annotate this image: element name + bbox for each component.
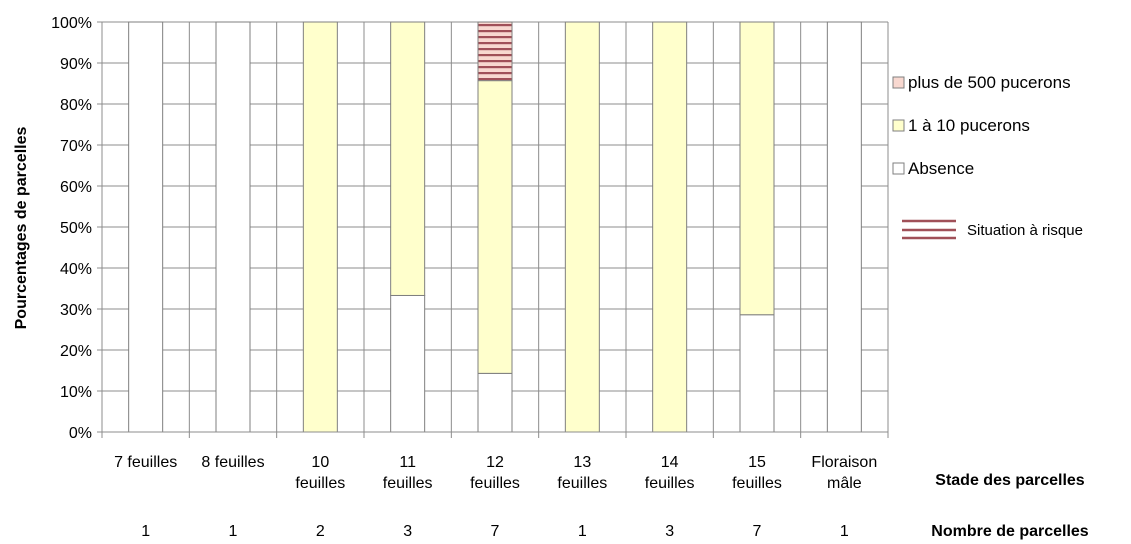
bar-segment (739, 21, 775, 316)
x-tick-label: feuilles (732, 475, 782, 492)
parcel-count-label: 3 (665, 523, 674, 540)
x-tick-label: feuilles (383, 475, 433, 492)
legend-swatch (892, 119, 905, 132)
x-tick-label: feuilles (557, 475, 607, 492)
legend-item-label: 1 à 10 pucerons (908, 116, 1030, 135)
y-tick-label: 90% (60, 56, 92, 73)
y-tick-label: 80% (60, 97, 92, 114)
parcel-count-label: 1 (840, 523, 849, 540)
bar-segment (477, 80, 513, 374)
legend-item-label: Absence (908, 159, 974, 178)
y-tick-label: 10% (60, 384, 92, 401)
x-axis-title: Stade des parcelles (935, 472, 1085, 489)
bar-segment (390, 21, 426, 296)
parcel-count-label: 1 (229, 523, 238, 540)
bar-segment (477, 21, 513, 82)
parcel-count-label: 1 (578, 523, 587, 540)
x-tick-label: 12 (486, 454, 504, 471)
y-axis-title: Pourcentages de parcelles (13, 127, 30, 330)
counts-row-title: Nombre de parcelles (931, 523, 1089, 540)
axes (97, 21, 889, 438)
bar-segment (302, 21, 338, 433)
legend: plus de 500 pucerons 1 à 10 pucerons Absen… (892, 73, 1083, 240)
y-tick-label: 40% (60, 261, 92, 278)
risk-key-label: Situation à risque (967, 222, 1083, 239)
x-tick-label: mâle (827, 475, 862, 492)
y-tick-label: 50% (60, 220, 92, 237)
bar-segment (390, 294, 426, 433)
bar-segment (652, 21, 688, 433)
x-tick-label: 14 (661, 454, 679, 471)
x-tick-label: 7 feuilles (114, 454, 177, 471)
y-tick-label: 0% (69, 425, 92, 442)
y-tick-label: 30% (60, 302, 92, 319)
x-tick-label: 15 (748, 454, 766, 471)
bars (128, 21, 862, 433)
bar-segment (739, 314, 775, 433)
legend-swatch (892, 162, 905, 175)
parcel-count-label: 1 (141, 523, 150, 540)
x-tick-label: Floraison (811, 454, 877, 471)
x-tick-label: feuilles (645, 475, 695, 492)
x-tick-label: 10 (311, 454, 329, 471)
x-tick-label: 11 (399, 454, 416, 471)
x-tick-label: 8 feuilles (201, 454, 264, 471)
x-tick-label: feuilles (470, 475, 520, 492)
legend-item-label: plus de 500 pucerons (908, 73, 1071, 92)
y-tick-label: 70% (60, 138, 92, 155)
bar-segment (215, 21, 251, 433)
x-tick-label: 13 (573, 454, 591, 471)
y-tick-label: 60% (60, 179, 92, 196)
axis-labels: Pourcentages de parcelles Stade des parc… (13, 15, 1089, 540)
parcel-count-label: 3 (403, 523, 412, 540)
bar-segment (826, 21, 862, 433)
parcel-count-label: 7 (491, 523, 500, 540)
bar-segment (564, 21, 600, 433)
parcel-count-label: 7 (753, 523, 762, 540)
y-tick-label: 20% (60, 343, 92, 360)
bar-segment (477, 372, 513, 433)
legend-swatch (892, 76, 905, 89)
x-tick-label: feuilles (295, 475, 345, 492)
bar-segment (128, 21, 164, 433)
parcel-count-label: 2 (316, 523, 325, 540)
y-tick-label: 100% (51, 15, 92, 32)
